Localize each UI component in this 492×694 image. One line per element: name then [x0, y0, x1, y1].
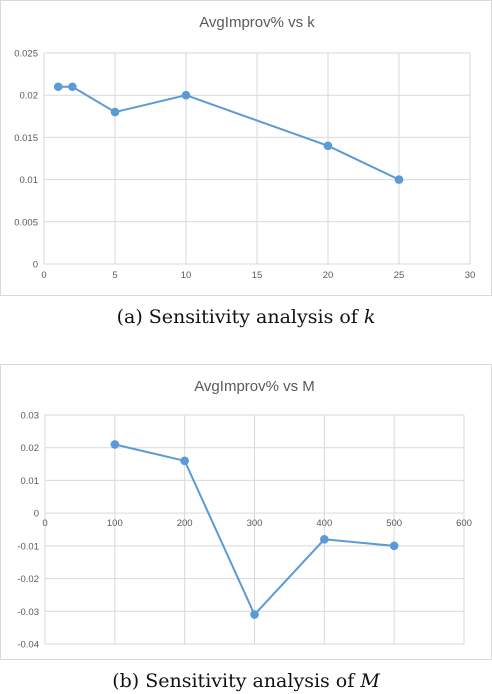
data-point: [250, 610, 259, 619]
chart-a-frame: AvgImprov% vs k 0 0.005 0.01 0.015 0.02 0.025 0…: [0, 0, 492, 296]
data-point: [68, 82, 77, 92]
series-line: [58, 85, 400, 181]
chart-b-frame: AvgImprov% vs M -0.04 -0.03 -0.02 -0.01 0 0.01…: [0, 364, 492, 660]
x-tick-label: 10: [181, 270, 192, 281]
figure-panel-b: AvgImprov% vs M -0.04 -0.03 -0.02 -0.01 0 0.01…: [0, 364, 492, 694]
y-tick-label: 0.01: [21, 476, 40, 487]
caption-a-text: (a) Sensitivity analysis of: [116, 306, 364, 328]
y-tick-label: -0.02: [17, 574, 39, 585]
y-tick-label: 0.02: [21, 443, 40, 454]
data-point: [110, 440, 120, 449]
data-point: [180, 456, 189, 466]
data-point: [53, 82, 63, 92]
x-tick-label: 600: [456, 518, 472, 529]
caption-a-var: k: [363, 306, 376, 328]
y-tick-label: -0.01: [17, 541, 39, 552]
y-tick-label: 0.02: [20, 91, 39, 102]
data-point: [181, 90, 191, 100]
figure-panel-a: AvgImprov% vs k 0 0.005 0.01 0.015 0.02 0.025 0…: [0, 0, 492, 340]
data-point: [110, 107, 120, 117]
x-tick-label: 0: [42, 518, 47, 529]
y-tick-label: 0.03: [21, 411, 40, 422]
x-tick-label: 400: [316, 518, 332, 529]
y-tick-label: 0.015: [14, 133, 38, 144]
chart-title: AvgImprov% vs k: [199, 14, 315, 31]
caption-b: (b) Sensitivity analysis of M: [0, 670, 492, 692]
x-tick-label: 30: [465, 270, 476, 281]
x-tick-label: 300: [247, 518, 263, 529]
x-tick-label: 0: [41, 270, 46, 281]
data-point: [323, 141, 333, 151]
y-tick-label: 0.01: [20, 175, 39, 186]
x-tick-label: 200: [177, 518, 193, 529]
x-tick-label: 20: [323, 270, 334, 281]
x-tick-label: 5: [112, 270, 117, 281]
chart-title: AvgImprov% vs M: [194, 378, 315, 395]
caption-b-var: M: [360, 670, 380, 692]
x-tick-label: 25: [394, 270, 405, 281]
x-tick-label: 15: [252, 270, 263, 281]
y-tick-label: 0.025: [14, 49, 38, 60]
caption-b-text: (b) Sensitivity analysis of: [112, 670, 361, 692]
y-tick-label: -0.03: [17, 607, 39, 618]
data-point: [394, 175, 404, 184]
caption-a: (a) Sensitivity analysis of k: [0, 306, 492, 328]
chart-a: AvgImprov% vs k 0 0.005 0.01 0.015 0.02 0.025 0…: [14, 14, 476, 281]
x-tick-label: 500: [386, 518, 402, 529]
data-point: [320, 535, 329, 544]
y-tick-label: -0.04: [17, 640, 39, 651]
x-tick-label: 100: [107, 518, 123, 529]
y-tick-label: 0.005: [14, 217, 38, 228]
y-tick-label: 0: [33, 260, 38, 271]
y-tick-label: 0: [34, 509, 39, 520]
chart-b: AvgImprov% vs M -0.04 -0.03 -0.02 -0.01 0 0.01…: [17, 378, 472, 651]
data-point: [389, 541, 399, 551]
